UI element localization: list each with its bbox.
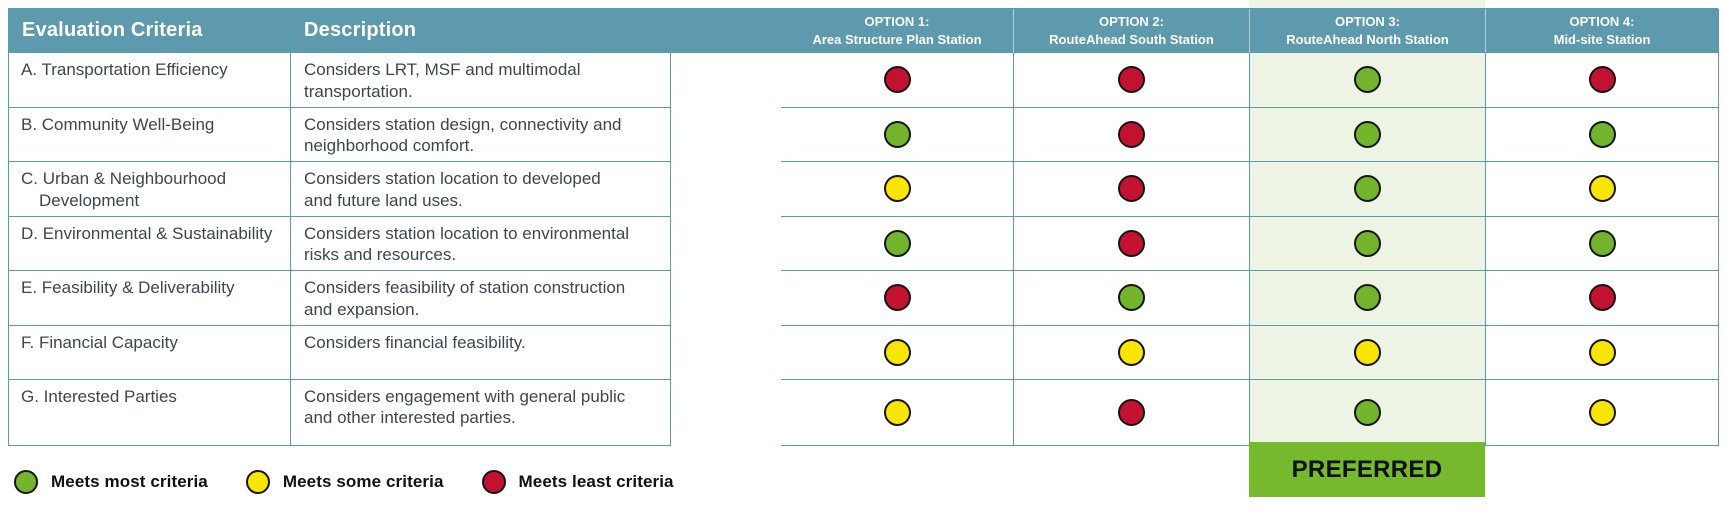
option-3-title: OPTION 3: bbox=[1334, 13, 1400, 29]
rating-dot-icon bbox=[1118, 120, 1145, 148]
rating-dot-icon bbox=[1354, 398, 1381, 426]
description-column-header: Description bbox=[291, 9, 781, 53]
option-3-header: OPTION 3: RouteAhead North Station bbox=[1250, 9, 1486, 53]
option-1-title: OPTION 1: bbox=[864, 13, 930, 29]
legend-label-most: Meets most criteria bbox=[51, 472, 208, 491]
rating-dot-icon bbox=[883, 398, 911, 426]
option-4-title: OPTION 4: bbox=[1569, 13, 1635, 29]
rating-dot-icon bbox=[1588, 284, 1616, 312]
rating-cell bbox=[1014, 379, 1250, 446]
criteria-cell: C. Urban & Neighbourhood Development bbox=[9, 162, 291, 217]
rating-cell bbox=[781, 216, 1014, 271]
rating-cell bbox=[1486, 107, 1719, 162]
description-cell: Considers station design, connectivity a… bbox=[291, 107, 671, 162]
criteria-cell: G. Interested Parties bbox=[9, 379, 291, 446]
criteria-cell: B. Community Well-Being bbox=[9, 107, 291, 162]
option-2-subtitle: RouteAhead South Station bbox=[1049, 31, 1214, 47]
evaluation-matrix-table: Evaluation Criteria Description OPTION 1… bbox=[8, 8, 1719, 446]
rating-dot-icon bbox=[883, 120, 911, 148]
green-dot-icon bbox=[14, 470, 38, 494]
rating-cell bbox=[1014, 53, 1250, 108]
rating-cell bbox=[1014, 162, 1250, 217]
rating-cell bbox=[781, 162, 1014, 217]
rating-cell bbox=[781, 53, 1014, 108]
rating-cell bbox=[1486, 53, 1719, 108]
rating-dot-icon bbox=[883, 66, 911, 94]
legend-item-least: Meets least criteria bbox=[481, 470, 674, 494]
rating-dot-icon bbox=[1588, 398, 1616, 426]
option-2-header: OPTION 2: RouteAhead South Station bbox=[1014, 9, 1250, 53]
rating-dot-icon bbox=[1588, 229, 1616, 257]
rating-dot-icon bbox=[1354, 229, 1381, 257]
rating-cell bbox=[781, 379, 1014, 446]
rating-dot-icon bbox=[1354, 120, 1381, 148]
rating-dot-icon bbox=[1588, 175, 1616, 203]
option-2-title: OPTION 2: bbox=[1098, 13, 1164, 29]
rating-cell bbox=[1250, 53, 1486, 108]
rating-legend: Meets most criteria Meets some criteria … bbox=[14, 467, 674, 497]
criteria-cell: A. Transportation Efficiency bbox=[9, 53, 291, 108]
rating-dot-icon bbox=[1588, 120, 1616, 148]
rating-cell bbox=[781, 271, 1014, 326]
rating-cell bbox=[1486, 271, 1719, 326]
rating-cell bbox=[1014, 216, 1250, 271]
rating-cell bbox=[1486, 216, 1719, 271]
description-cell: Considers station location to environmen… bbox=[291, 216, 671, 271]
rating-cell bbox=[1250, 216, 1486, 271]
yellow-dot-icon bbox=[245, 470, 270, 494]
rating-dot-icon bbox=[1118, 66, 1145, 94]
legend-item-some: Meets some criteria bbox=[245, 470, 444, 494]
option-1-subtitle: Area Structure Plan Station bbox=[812, 31, 982, 47]
criteria-cell: E. Feasibility & Deliverability bbox=[9, 271, 291, 326]
rating-dot-icon bbox=[883, 338, 911, 366]
red-dot-icon bbox=[481, 470, 506, 494]
option-3-subtitle: RouteAhead North Station bbox=[1286, 31, 1449, 47]
rating-cell bbox=[1486, 379, 1719, 446]
rating-cell bbox=[781, 107, 1014, 162]
rating-cell bbox=[1014, 271, 1250, 326]
rating-dot-icon bbox=[883, 284, 911, 312]
criteria-column-header: Evaluation Criteria bbox=[9, 9, 291, 53]
rating-cell bbox=[1250, 107, 1486, 162]
rating-cell bbox=[1486, 162, 1719, 217]
rating-cell bbox=[1250, 271, 1486, 326]
option-4-header: OPTION 4: Mid-site Station bbox=[1486, 9, 1719, 53]
description-cell: Considers engagement with general public… bbox=[291, 379, 671, 446]
rating-cell bbox=[1250, 325, 1486, 380]
rating-dot-icon bbox=[1588, 338, 1616, 366]
rating-dot-icon bbox=[1354, 175, 1381, 203]
legend-item-most: Meets most criteria bbox=[14, 470, 208, 494]
criteria-cell: F. Financial Capacity bbox=[9, 325, 291, 380]
rating-dot-icon bbox=[1588, 66, 1616, 94]
option-1-header: OPTION 1: Area Structure Plan Station bbox=[781, 9, 1014, 53]
rating-dot-icon bbox=[883, 229, 911, 257]
rating-dot-icon bbox=[1118, 284, 1145, 312]
rating-cell bbox=[1250, 162, 1486, 217]
preferred-badge: PREFERRED bbox=[1249, 442, 1485, 497]
rating-dot-icon bbox=[1118, 175, 1145, 203]
rating-dot-icon bbox=[1118, 338, 1145, 366]
rating-dot-icon bbox=[1118, 398, 1145, 426]
rating-cell bbox=[1250, 379, 1486, 446]
description-cell: Considers station location to developed … bbox=[291, 162, 671, 217]
rating-cell bbox=[781, 325, 1014, 380]
rating-cell bbox=[1014, 325, 1250, 380]
rating-dot-icon bbox=[1354, 66, 1381, 94]
criteria-cell: D. Environmental & Sustainability bbox=[9, 216, 291, 271]
legend-label-some: Meets some criteria bbox=[282, 472, 444, 491]
rating-cell bbox=[1014, 107, 1250, 162]
preferred-column-top-strip bbox=[1249, 0, 1485, 9]
rating-cell bbox=[1486, 325, 1719, 380]
rating-dot-icon bbox=[1354, 284, 1381, 312]
option-4-subtitle: Mid-site Station bbox=[1553, 31, 1651, 47]
description-cell: Considers LRT, MSF and multimodal transp… bbox=[291, 53, 671, 108]
legend-label-least: Meets least criteria bbox=[518, 472, 674, 491]
description-cell: Considers financial feasibility. bbox=[291, 325, 671, 380]
description-cell: Considers feasibility of station constru… bbox=[291, 271, 671, 326]
rating-dot-icon bbox=[883, 175, 911, 203]
rating-dot-icon bbox=[1118, 229, 1145, 257]
rating-dot-icon bbox=[1354, 338, 1381, 366]
preferred-badge-label: PREFERRED bbox=[1291, 455, 1443, 483]
